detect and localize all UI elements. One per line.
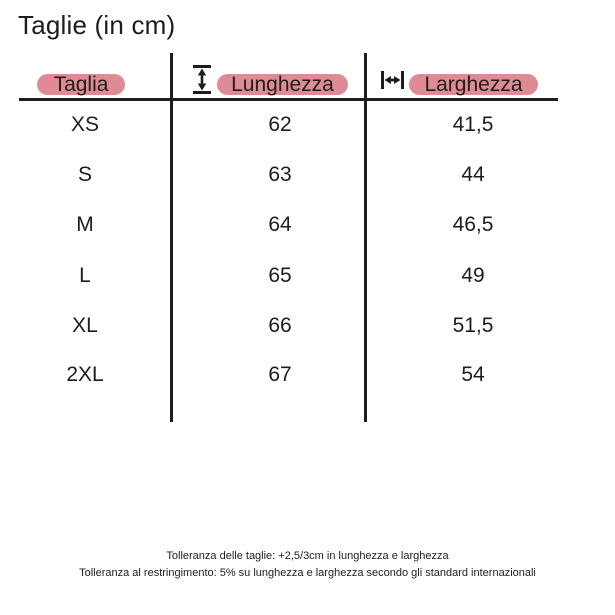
row-xs-lunghezza: 62 bbox=[268, 113, 292, 136]
row-m-larghezza: 46,5 bbox=[452, 213, 494, 236]
row-s-lunghezza: 63 bbox=[268, 163, 292, 186]
row-m-lunghezza: 64 bbox=[268, 213, 292, 236]
vertical-measure-arrow-icon bbox=[191, 64, 213, 95]
row-xs-size: XS bbox=[70, 113, 99, 136]
row-xl-larghezza: 51,5 bbox=[452, 314, 494, 337]
column-header-larghezza: Larghezza bbox=[409, 73, 538, 96]
row-s-larghezza: 44 bbox=[461, 163, 485, 186]
row-m-size: M bbox=[76, 213, 94, 236]
column-divider-right bbox=[364, 53, 367, 422]
row-2xl-larghezza: 54 bbox=[461, 363, 485, 386]
row-s-size: S bbox=[77, 163, 92, 186]
column-header-taglia: Taglia bbox=[37, 73, 125, 96]
page-title: Taglie (in cm) bbox=[18, 10, 176, 40]
row-xs-larghezza: 41,5 bbox=[452, 113, 494, 136]
horizontal-measure-arrow-icon bbox=[380, 68, 405, 92]
row-l-lunghezza: 65 bbox=[268, 264, 292, 287]
tolerance-note-shrinkage: Tolleranza al restringimento: 5% su lung… bbox=[79, 567, 536, 579]
column-divider-left bbox=[170, 53, 173, 422]
column-header-lunghezza: Lunghezza bbox=[217, 73, 348, 96]
row-l-larghezza: 49 bbox=[461, 264, 485, 287]
row-2xl-size: 2XL bbox=[66, 363, 104, 386]
tolerance-note-sizes: Tolleranza delle taglie: +2,5/3cm in lun… bbox=[166, 550, 449, 562]
row-xl-size: XL bbox=[72, 314, 98, 337]
row-2xl-lunghezza: 67 bbox=[268, 363, 292, 386]
row-l-size: L bbox=[79, 264, 91, 287]
header-underline bbox=[19, 98, 558, 101]
row-xl-lunghezza: 66 bbox=[268, 314, 292, 337]
